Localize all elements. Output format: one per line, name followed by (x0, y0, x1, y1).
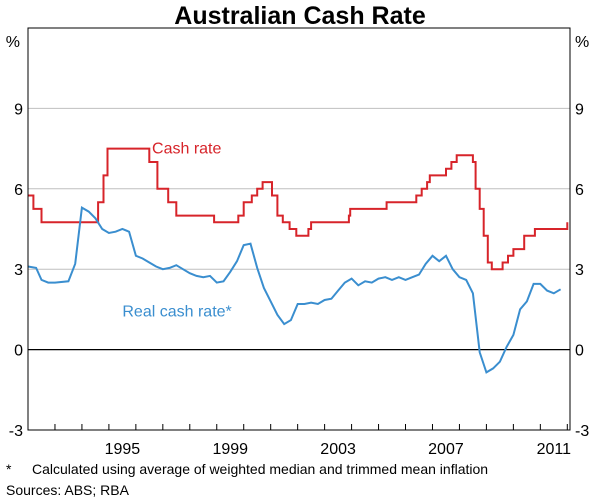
series-layer (27, 147, 569, 374)
y-tick-label-right: 0 (575, 343, 584, 360)
grid-layer (28, 107, 570, 351)
series-label-0: Cash rate (152, 140, 221, 157)
sources: Sources: ABS; RBA (6, 482, 129, 498)
y-unit-left: % (6, 34, 20, 51)
series-label-1: Real cash rate* (122, 304, 231, 321)
x-tick-label-1995: 1995 (105, 441, 141, 458)
plot-frame (27, 27, 571, 431)
y-tick-label-left: 0 (14, 343, 23, 360)
footnote: * Calculated using average of weighted me… (6, 460, 488, 478)
label-layer: Cash rate Real cash rate* (122, 140, 231, 320)
x-tick-label-2007: 2007 (428, 441, 464, 458)
y-tick-label-left: -3 (9, 423, 23, 440)
x-tick-label-1999: 1999 (212, 441, 248, 458)
y-tick-label-right: -3 (575, 423, 589, 440)
chart-svg: -3 -3 0 0 3 3 6 6 9 9% % 1995 1999 2003 2007 2011 Cash … (6, 27, 590, 458)
chart-title: Australian Cash Rate (174, 2, 426, 30)
y-tick-label-left: 6 (14, 182, 23, 199)
x-tick-label-2011: 2011 (537, 441, 572, 458)
y-tick-label-right: 6 (575, 182, 584, 199)
y-tick-label-left: 3 (14, 262, 23, 279)
series-line-1 (27, 205, 562, 374)
y-tick-label-left: 9 (14, 101, 23, 118)
y-tick-label-right: 3 (575, 262, 584, 279)
y-tick-label-right: 9 (575, 101, 584, 118)
x-tick-label-2003: 2003 (320, 441, 356, 458)
y-unit-right: % (575, 34, 589, 51)
footnote-text: Calculated using average of weighted med… (32, 461, 489, 477)
series-line-0 (28, 147, 569, 271)
footnote-marker: * (6, 461, 12, 477)
axis-layer: -3 -3 0 0 3 3 6 6 9 9% % 1995 1999 2003 2007 2011 (6, 34, 590, 458)
